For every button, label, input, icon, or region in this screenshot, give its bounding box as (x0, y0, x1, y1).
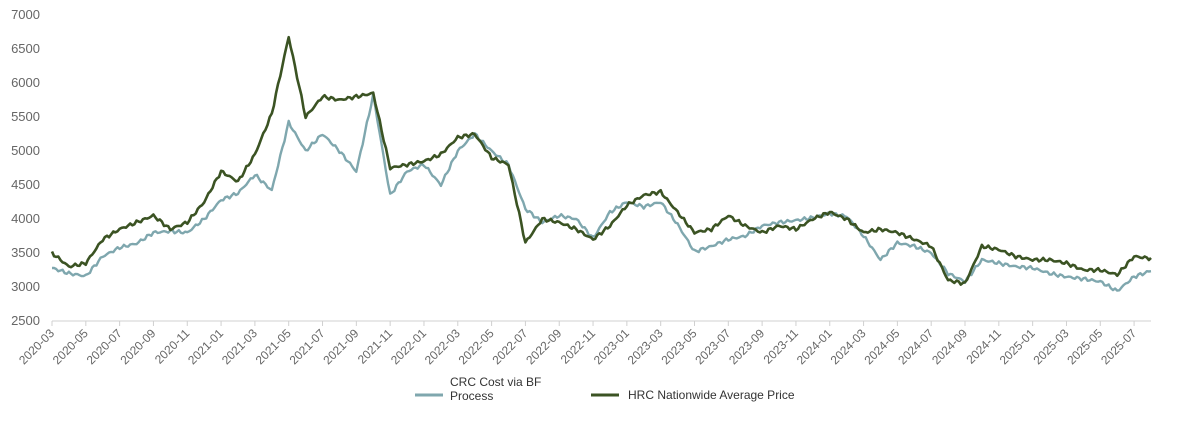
x-tick-label: 2021-05 (253, 326, 294, 367)
series-line-crc-cost (52, 92, 1152, 292)
x-tick-label: 2024-01 (794, 326, 835, 367)
y-tick-label: 7000 (11, 7, 40, 22)
x-tick-label: 2024-07 (895, 326, 936, 367)
y-tick-label: 5500 (11, 109, 40, 124)
legend-label-hrc-price: HRC Nationwide Average Price (628, 388, 795, 402)
x-tick-label: 2022-09 (523, 326, 564, 367)
x-tick-label: 2024-11 (964, 326, 1005, 367)
x-tick-label: 2023-01 (591, 326, 632, 367)
x-tick-label: 2024-03 (828, 326, 869, 367)
y-tick-label: 4000 (11, 211, 40, 226)
x-tick-label: 2022-01 (388, 326, 429, 367)
x-tick-label: 2024-05 (861, 326, 902, 367)
x-tick-label: 2022-05 (456, 326, 497, 367)
x-tick-label: 2020-07 (84, 326, 125, 367)
x-tick-label: 2025-01 (997, 326, 1038, 367)
x-tick-label: 2023-07 (692, 326, 733, 367)
x-tick-label: 2021-07 (287, 326, 328, 367)
x-tick-label: 2025-07 (1098, 326, 1139, 367)
legend-label-crc-cost: CRC Cost via BF Process (450, 375, 541, 403)
x-tick-label: 2025-05 (1064, 326, 1105, 367)
x-axis: 2020-032020-052020-072020-092020-112021-… (16, 320, 1151, 367)
y-tick-label: 4500 (11, 177, 40, 192)
x-tick-label: 2025-03 (1031, 326, 1072, 367)
x-tick-label: 2021-01 (185, 326, 226, 367)
y-tick-label: 6000 (11, 75, 40, 90)
x-tick-label: 2021-09 (320, 326, 361, 367)
y-tick-label: 2500 (11, 313, 40, 328)
x-tick-label: 2020-03 (16, 326, 57, 367)
y-tick-label: 6500 (11, 41, 40, 56)
series-line-hrc-price (50, 35, 1152, 286)
x-tick-label: 2024-09 (929, 326, 970, 367)
x-tick-label: 2023-03 (625, 326, 666, 367)
x-tick-label: 2020-11 (152, 326, 193, 367)
x-tick-label: 2023-11 (761, 326, 802, 367)
x-tick-label: 2020-05 (50, 326, 91, 367)
x-tick-label: 2022-07 (489, 326, 530, 367)
x-tick-label: 2023-05 (659, 326, 700, 367)
series-lines (50, 35, 1152, 292)
x-tick-label: 2022-11 (558, 326, 599, 367)
x-tick-label: 2021-11 (355, 326, 396, 367)
x-tick-label: 2022-03 (422, 326, 463, 367)
y-axis: 2500 3000 3500 4000 4500 5000 5500 6000 6500 7000 (11, 7, 40, 328)
y-tick-label: 5000 (11, 143, 40, 158)
legend: CRC Cost via BF Process HRC Nationwide Ave… (415, 375, 795, 403)
x-tick-label: 2023-09 (726, 326, 767, 367)
y-tick-label: 3000 (11, 279, 40, 294)
y-tick-label: 3500 (11, 245, 40, 260)
x-tick-label: 2020-09 (117, 326, 158, 367)
x-tick-label: 2021-03 (219, 326, 260, 367)
